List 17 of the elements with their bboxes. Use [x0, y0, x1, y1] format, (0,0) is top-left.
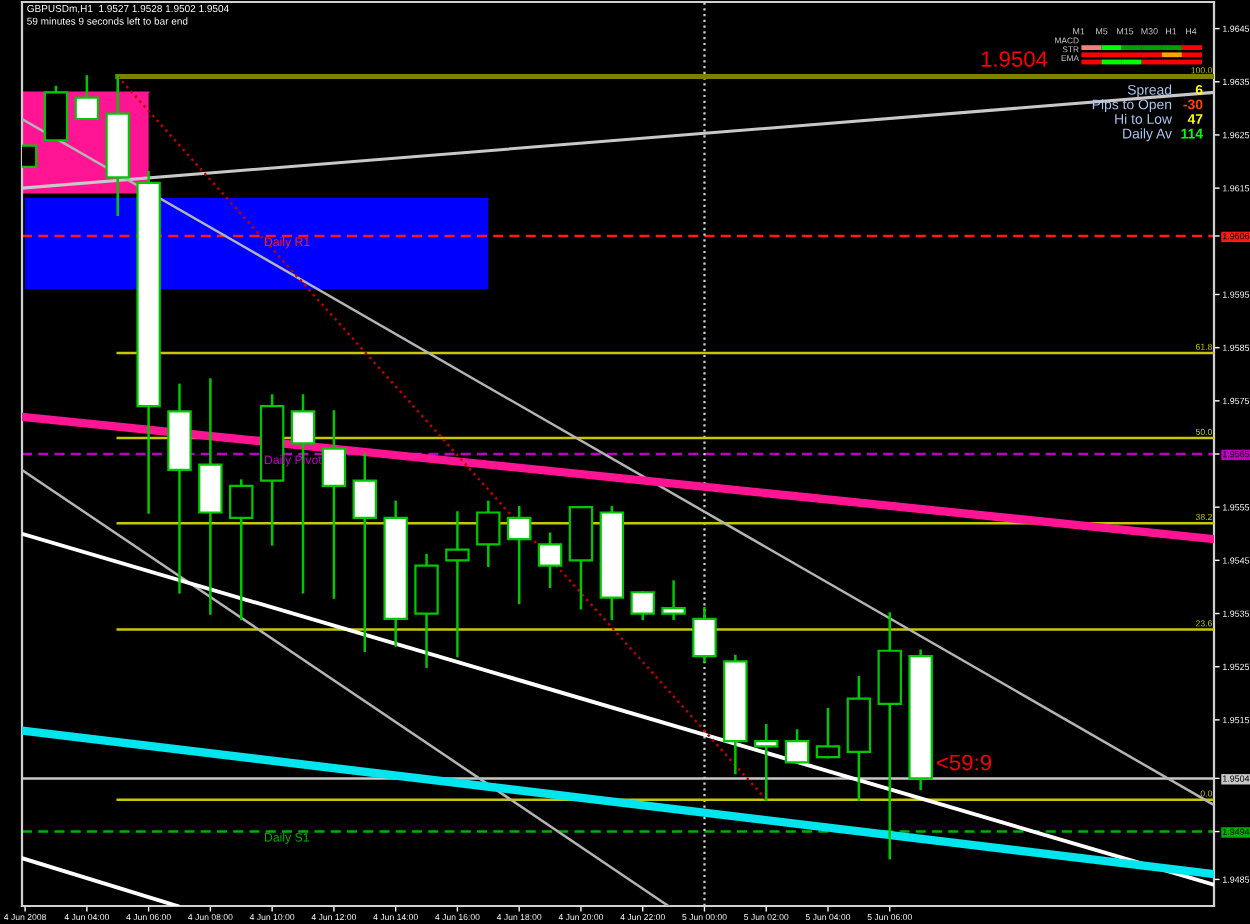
candlestick [229, 479, 254, 621]
candlestick [445, 511, 470, 658]
candlestick [537, 532, 563, 589]
candlestick [74, 75, 100, 121]
candlestick [414, 553, 439, 668]
candlestick [661, 580, 686, 621]
candlestick [43, 85, 69, 142]
candlestick [784, 729, 810, 764]
annotation: <59:9 [937, 754, 992, 771]
candlestick [815, 708, 841, 759]
annotation: 1.9504 [981, 51, 1048, 67]
candlestick [321, 410, 347, 599]
candlestick [506, 505, 532, 605]
candlestick [754, 723, 779, 801]
candlestick [630, 591, 655, 621]
candlestick [476, 500, 501, 567]
candlestick [692, 606, 717, 663]
